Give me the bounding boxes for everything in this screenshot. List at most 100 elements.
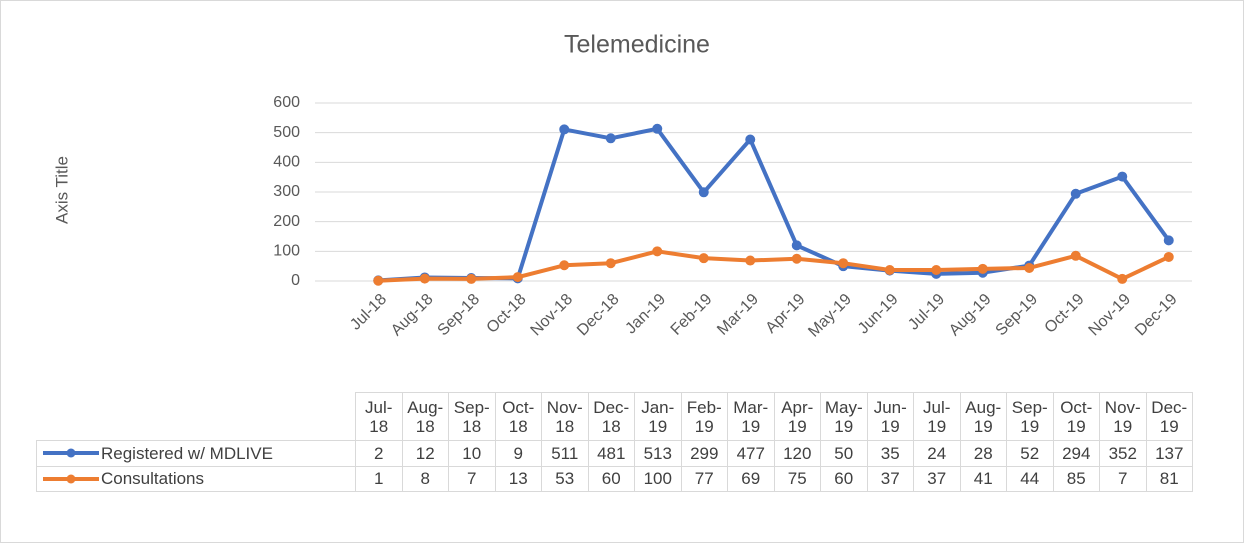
y-tick-label: 300: [273, 183, 300, 200]
table-value: 75: [773, 465, 821, 492]
data-point: [1024, 262, 1035, 273]
legend-cell: Registered w/ MDLIVE: [36, 440, 356, 467]
legend-label: Registered w/ MDLIVE: [101, 443, 273, 463]
data-point: [466, 273, 477, 284]
table-value: 12: [401, 440, 449, 467]
data-point: [931, 265, 942, 276]
table-header: Aug-18: [401, 392, 449, 441]
data-point: [652, 123, 663, 134]
table-value: 2: [355, 440, 403, 467]
data-point: [1117, 171, 1128, 182]
data-point: [559, 260, 570, 271]
table-value: 60: [820, 465, 868, 492]
table-value: 299: [680, 440, 728, 467]
table-value: 85: [1052, 465, 1100, 492]
table-value: 50: [820, 440, 868, 467]
table-header: Oct-18: [494, 392, 542, 441]
legend-marker: [66, 448, 76, 458]
table-value: 41: [959, 465, 1007, 492]
data-point: [698, 187, 709, 198]
y-axis-title: Axis Title: [52, 156, 71, 224]
table-value: 137: [1145, 440, 1193, 467]
table-value: 24: [913, 440, 961, 467]
table-value: 81: [1145, 465, 1193, 492]
table-value: 69: [727, 465, 775, 492]
table-header: Aug-19: [959, 392, 1007, 441]
table-value: 35: [866, 440, 914, 467]
table-value: 52: [1006, 440, 1054, 467]
table-header: May-19: [820, 392, 868, 441]
table-value: 77: [680, 465, 728, 492]
y-tick-label: 500: [273, 124, 300, 141]
data-point: [373, 275, 384, 286]
table-value: 513: [634, 440, 682, 467]
table-value: 10: [448, 440, 496, 467]
data-point: [1117, 273, 1128, 284]
data-point: [1070, 250, 1081, 261]
table-value: 8: [401, 465, 449, 492]
data-point: [791, 253, 802, 264]
table-value: 37: [866, 465, 914, 492]
table-header: Jun-19: [866, 392, 914, 441]
legend-cell: Consultations: [36, 465, 356, 492]
table-value: 294: [1052, 440, 1100, 467]
data-point: [605, 258, 616, 269]
series-line: [378, 249, 1170, 283]
data-point: [1163, 235, 1174, 246]
table-value: 53: [541, 465, 589, 492]
data-point: [838, 258, 849, 269]
legend-key: [43, 448, 99, 458]
legend-marker: [66, 474, 76, 484]
table-header: Feb-19: [680, 392, 728, 441]
table-header: Oct-19: [1052, 392, 1100, 441]
table-value: 511: [541, 440, 589, 467]
data-point: [745, 134, 756, 145]
data-point: [1070, 188, 1081, 199]
data-point: [698, 253, 709, 264]
table-header: Dec-18: [587, 392, 635, 441]
table-value: 28: [959, 440, 1007, 467]
table-value: 44: [1006, 465, 1054, 492]
table-value: 9: [494, 440, 542, 467]
y-tick-label: 100: [273, 243, 300, 260]
data-point: [512, 272, 523, 283]
data-point: [1163, 251, 1174, 262]
y-tick-label: 0: [291, 272, 300, 289]
y-tick-label: 200: [273, 213, 300, 230]
table-header: Nov-18: [541, 392, 589, 441]
data-point: [605, 133, 616, 144]
table-value: 477: [727, 440, 775, 467]
table-header: Jan-19: [634, 392, 682, 441]
table-header: Jul-18: [355, 392, 403, 441]
data-point: [745, 255, 756, 266]
y-tick-label: 400: [273, 154, 300, 171]
table-header: Sep-19: [1006, 392, 1054, 441]
table-value: 60: [587, 465, 635, 492]
table-value: 481: [587, 440, 635, 467]
legend-key: [43, 474, 99, 484]
data-point: [791, 240, 802, 251]
table-value: 37: [913, 465, 961, 492]
table-value: 100: [634, 465, 682, 492]
data-point: [419, 273, 430, 284]
table-header: Jul-19: [913, 392, 961, 441]
table-value: 7: [448, 465, 496, 492]
table-value: 7: [1099, 465, 1147, 492]
table-value: 1: [355, 465, 403, 492]
table-header: Sep-18: [448, 392, 496, 441]
data-point: [559, 124, 570, 135]
data-point: [652, 246, 663, 257]
y-tick-label: 600: [273, 94, 300, 111]
table-value: 120: [773, 440, 821, 467]
table-header: Mar-19: [727, 392, 775, 441]
chart-title: Telemedicine: [564, 31, 710, 59]
table-header: Nov-19: [1099, 392, 1147, 441]
table-header: Apr-19: [773, 392, 821, 441]
legend-label: Consultations: [101, 469, 205, 489]
data-point: [977, 263, 988, 274]
data-point: [884, 265, 895, 276]
table-value: 13: [494, 465, 542, 492]
